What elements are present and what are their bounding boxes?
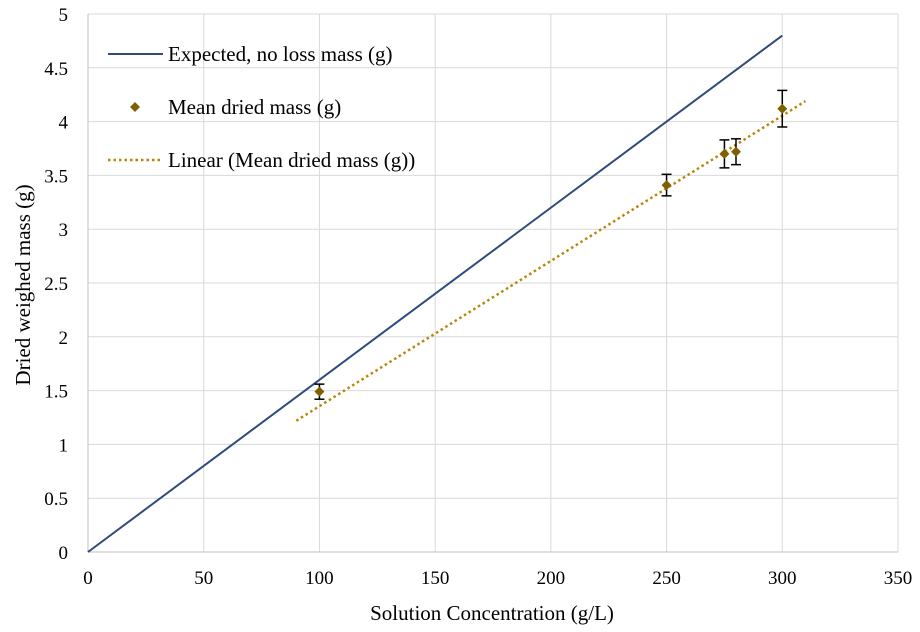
diamond-marker	[731, 146, 741, 157]
y-tick-label: 1.5	[44, 382, 68, 403]
data-point	[661, 173, 672, 197]
data-point	[719, 139, 730, 169]
axes	[87, 14, 898, 553]
y-tick-label: 5	[59, 5, 69, 26]
x-tick-label: 200	[537, 568, 566, 589]
legend-item-expected: Expected, no loss mass (g)	[108, 42, 393, 66]
diamond-marker	[777, 103, 788, 114]
expected-line	[87, 34, 783, 553]
y-tick-label: 3.5	[44, 166, 68, 187]
diamond-marker	[719, 148, 730, 159]
y-tick-label: 4.5	[44, 59, 68, 80]
legend: Expected, no loss mass (g) Mean dried mas…	[108, 42, 415, 172]
y-tick-label: 2	[59, 328, 69, 349]
x-tick-label: 50	[194, 568, 213, 589]
y-tick-label: 1	[59, 435, 69, 456]
legend-label: Mean dried mass (g)	[168, 95, 341, 119]
legend-swatch-diamond	[130, 102, 140, 112]
y-tick-label: 2.5	[44, 274, 68, 295]
x-tick-label: 100	[305, 568, 334, 589]
diamond-marker	[314, 386, 325, 397]
x-tick-label: 350	[884, 568, 913, 589]
legend-label: Linear (Mean dried mass (g))	[168, 148, 415, 172]
x-tick-label: 150	[421, 568, 450, 589]
data-point	[731, 138, 741, 166]
legend-item-linear: Linear (Mean dried mass (g))	[108, 148, 415, 172]
legend-label: Expected, no loss mass (g)	[168, 42, 393, 66]
y-tick-label: 0	[59, 543, 69, 564]
y-axis-title: Dried weighed mass (g)	[11, 184, 35, 385]
y-tick-label: 0.5	[44, 489, 68, 510]
x-axis-title: Solution Concentration (g/L)	[370, 601, 614, 625]
diamond-marker	[661, 180, 672, 191]
x-tick-label: 0	[83, 568, 93, 589]
x-tick-label: 300	[768, 568, 797, 589]
y-tick-label: 4	[59, 113, 69, 134]
y-tick-label: 3	[59, 220, 69, 241]
data-point	[777, 89, 788, 128]
data-point	[314, 383, 325, 400]
tick-labels: 0 50 100 150 200 250 300 350 0 0.5 1 1.5 2 2.5 3 3.5 4 4.…	[44, 5, 912, 589]
legend-item-mean: Mean dried mass (g)	[130, 95, 341, 119]
series-layer	[87, 34, 807, 553]
x-tick-label: 250	[652, 568, 681, 589]
